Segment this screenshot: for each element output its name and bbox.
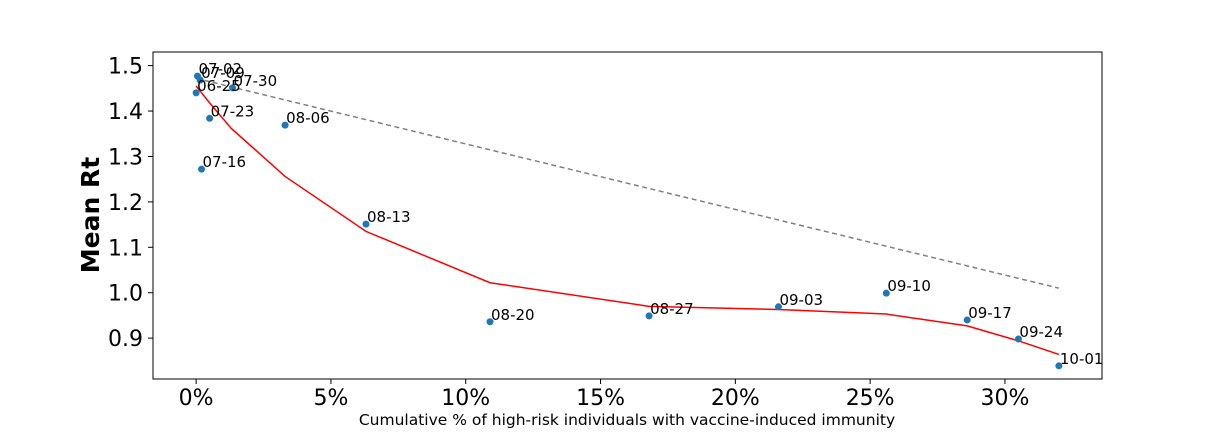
point-label-07-09: 07-09 — [201, 64, 245, 82]
data-point-07-16 — [198, 165, 206, 173]
point-label-08-27: 08-27 — [650, 300, 694, 318]
point-label-09-03: 09-03 — [779, 291, 823, 309]
data-point-07-23 — [206, 114, 214, 122]
x-tick-label: 5% — [313, 386, 348, 411]
y-tick-label: 1.5 — [108, 55, 143, 80]
point-label-08-13: 08-13 — [367, 208, 411, 226]
y-tick-label: 1.4 — [108, 100, 143, 125]
data-point-09-10 — [882, 289, 890, 297]
data-point-08-06 — [281, 121, 289, 129]
x-axis-title: Cumulative % of high-risk individuals wi… — [359, 411, 895, 429]
data-point-07-09 — [196, 76, 204, 84]
y-tick-label: 1.3 — [108, 145, 143, 170]
y-tick-label: 1.0 — [108, 282, 143, 307]
data-point-09-24 — [1014, 335, 1022, 343]
y-axis-title: Mean Rt — [76, 157, 105, 273]
point-label-07-02: 07-02 — [198, 60, 242, 78]
data-point-08-13 — [362, 220, 370, 228]
point-label-09-10: 09-10 — [887, 277, 931, 295]
x-tick-label: 25% — [846, 386, 895, 411]
plot-area — [152, 51, 1103, 380]
point-label-09-17: 09-17 — [968, 304, 1012, 322]
data-point-09-17 — [963, 316, 971, 324]
trend-fit-line — [195, 85, 1060, 356]
x-tick-label: 0% — [179, 386, 214, 411]
point-label-07-23: 07-23 — [211, 102, 255, 120]
x-tick-label: 15% — [576, 386, 625, 411]
x-tick-label: 10% — [441, 386, 490, 411]
point-label-09-24: 09-24 — [1019, 323, 1063, 341]
data-point-10-01 — [1055, 362, 1063, 370]
data-point-08-27 — [645, 312, 653, 320]
point-label-08-06: 08-06 — [286, 109, 330, 127]
reference-dashed-line — [195, 77, 1060, 289]
point-label-07-16: 07-16 — [203, 153, 247, 171]
y-axis-ticks: 0.9 1.0 1.1 1.2 1.3 1.4 1.5 — [108, 55, 153, 352]
x-tick-label: 30% — [980, 386, 1029, 411]
data-point-09-03 — [774, 303, 782, 311]
point-label-06-25: 06-25 — [197, 77, 241, 95]
data-point-07-30 — [229, 84, 237, 92]
point-label-10-01: 10-01 — [1060, 350, 1104, 368]
point-label-08-20: 08-20 — [491, 306, 535, 324]
data-point-08-20 — [486, 318, 494, 326]
y-tick-label: 0.9 — [108, 327, 143, 352]
y-tick-label: 1.1 — [108, 236, 143, 261]
point-label-07-30: 07-30 — [234, 72, 278, 90]
x-tick-label: 20% — [711, 386, 760, 411]
x-axis-ticks: 0% 5% 10% 15% 20% 25% 30% — [179, 379, 1029, 411]
data-point-06-25 — [192, 89, 200, 97]
y-tick-label: 1.2 — [108, 191, 143, 216]
scatter-points — [192, 72, 1063, 370]
